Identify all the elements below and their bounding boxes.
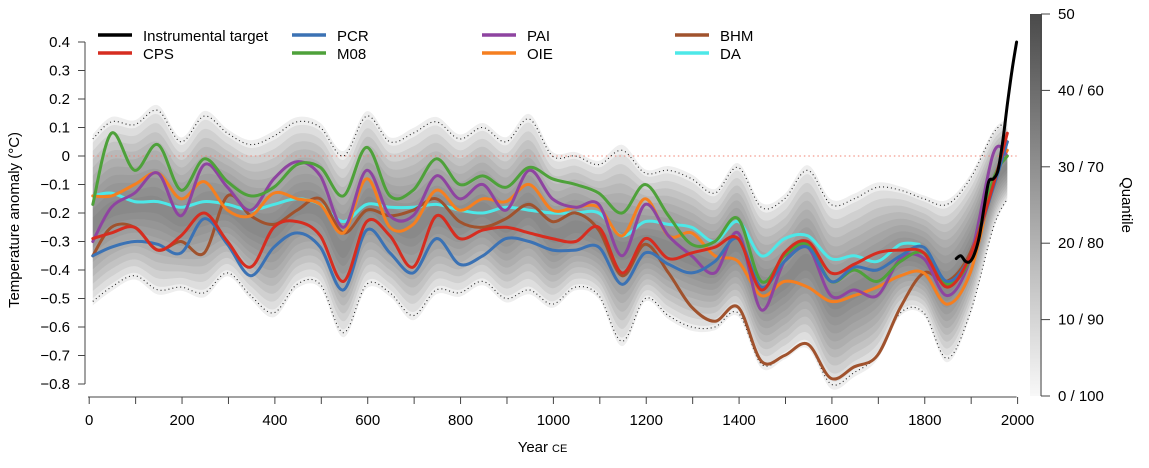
- y-tick-label: −0.8: [40, 376, 70, 393]
- colorbar-gradient: [1030, 14, 1042, 396]
- legend-label: DA: [720, 46, 741, 63]
- y-tick-label: −0.7: [40, 348, 70, 365]
- colorbar-tick-label: 0 / 100: [1058, 388, 1104, 405]
- x-tick-label: 1600: [815, 412, 848, 429]
- quantile-bounds: [92, 109, 1008, 386]
- y-tick-label: −0.4: [40, 262, 70, 279]
- legend-label: PAI: [527, 28, 550, 45]
- y-tick-label: −0.5: [40, 291, 70, 308]
- x-tick-label: 1400: [722, 412, 755, 429]
- x-tick-label: 800: [448, 412, 473, 429]
- y-tick-label: −0.1: [40, 177, 70, 194]
- y-tick-label: 0.4: [49, 34, 70, 51]
- x-axis-label: Year: [518, 439, 548, 456]
- x-tick-label: 0: [85, 412, 93, 429]
- legend-label: OIE: [527, 46, 553, 63]
- legend-label: Instrumental target: [143, 28, 269, 45]
- y-axis-label: Temperature anomaly (°C): [6, 132, 23, 308]
- legend-label: CPS: [143, 46, 174, 63]
- y-tick-label: 0: [62, 148, 70, 165]
- colorbar-tick-label: 20 / 80: [1058, 235, 1104, 252]
- x-tick-label: 1800: [908, 412, 941, 429]
- y-tick-label: 0.1: [49, 120, 70, 137]
- series-line-pai: [91, 144, 1009, 312]
- x-tick-label: 200: [170, 412, 195, 429]
- quantile-band-6: [92, 140, 1008, 350]
- legend-item: PCR: [292, 28, 369, 45]
- series-lines: [91, 40, 1019, 381]
- y-tick-label: 0.3: [49, 63, 70, 80]
- legend-item: CPS: [98, 46, 174, 63]
- colorbar-tick-label: 40 / 60: [1058, 82, 1104, 99]
- axes: 0.4 0.3 0.2 0.1 0 −0.1 −0.2 −0.3 −0.4 −0.5 −0.6 −0.…: [40, 34, 1034, 429]
- legend-item: DA: [675, 46, 741, 63]
- colorbar-tick-label: 10 / 90: [1058, 312, 1104, 329]
- x-tick-label: 1000: [537, 412, 570, 429]
- legend-label: M08: [337, 46, 366, 63]
- series-line-oie: [91, 148, 1009, 306]
- series-line-pcr: [91, 140, 1009, 292]
- series-line-cps: [91, 131, 1009, 292]
- quantile-bound-lower: [92, 198, 1008, 386]
- legend-item: PAI: [482, 28, 550, 45]
- x-tick-label: 2000: [1001, 412, 1034, 429]
- quantile-band-7: [92, 144, 1008, 342]
- colorbar-tick-label: 50: [1058, 6, 1075, 23]
- x-tick-label: 1200: [630, 412, 663, 429]
- legend-item: BHM: [675, 28, 753, 45]
- legend-item: OIE: [482, 46, 553, 63]
- legend-label: PCR: [337, 28, 369, 45]
- y-tick-label: 0.2: [49, 91, 70, 108]
- y-tick-label: −0.6: [40, 319, 70, 336]
- colorbar-tick-label: 30 / 70: [1058, 159, 1104, 176]
- quantile-band-5: [92, 136, 1008, 358]
- legend-item: Instrumental target: [98, 28, 269, 45]
- quantile-band-8: [92, 149, 1008, 334]
- series-line-instrumental-target: [954, 40, 1019, 264]
- colorbar-label: Quantile: [1118, 177, 1135, 233]
- quantile-colorbar: 50 40 / 60 30 / 70 20 / 80 10 / 90 0 / 100: [1030, 6, 1104, 405]
- y-tick-label: −0.2: [40, 205, 70, 222]
- y-tick-label: −0.3: [40, 234, 70, 251]
- legend-label: BHM: [720, 28, 753, 45]
- x-tick-label: 600: [355, 412, 380, 429]
- series-line-m08: [91, 131, 1009, 286]
- quantile-band-11: [92, 161, 1008, 310]
- series-line-da: [91, 191, 921, 264]
- x-axis-label-suffix: CE: [552, 443, 567, 455]
- x-tick-label: 400: [262, 412, 287, 429]
- legend-item: M08: [292, 46, 366, 63]
